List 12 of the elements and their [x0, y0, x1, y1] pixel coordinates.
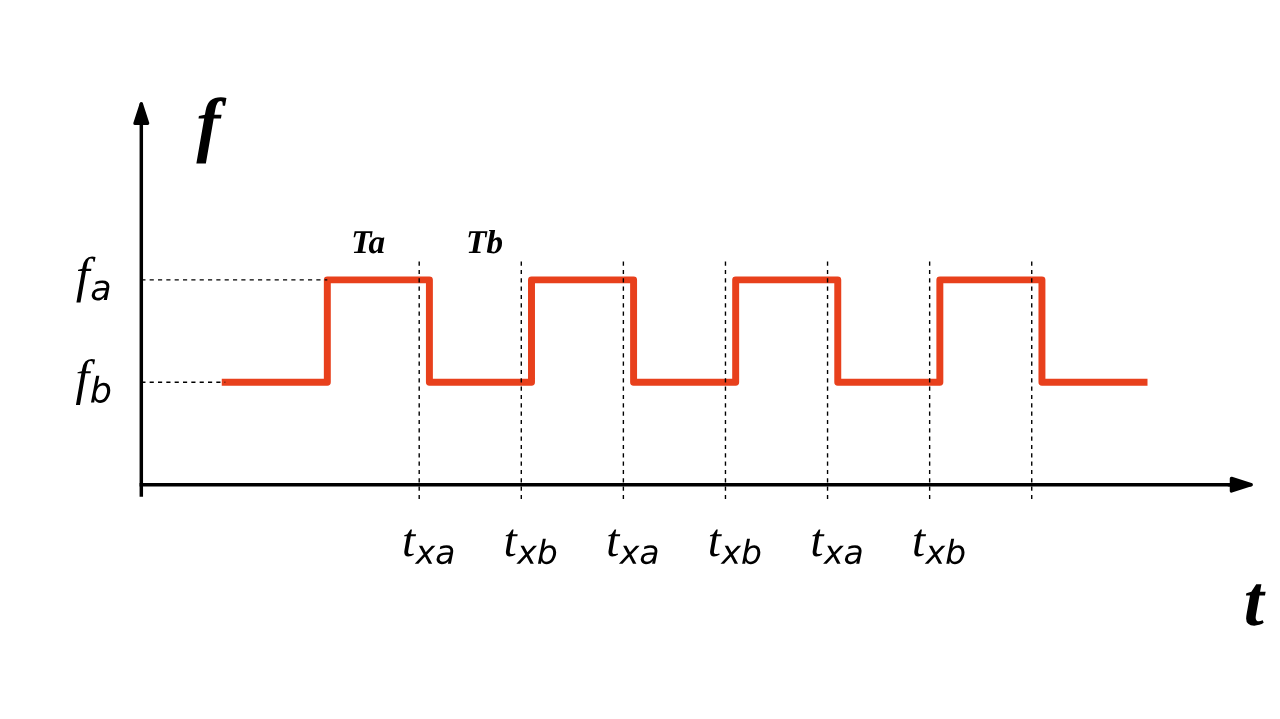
x-tick-label: t$_{xa}$	[608, 529, 658, 565]
x-axis-title: t	[1245, 584, 1266, 626]
ref-line-label: f$_{a}$	[76, 256, 110, 303]
ref-line-label: f$_{b}$	[75, 359, 111, 405]
text: Ta	[353, 231, 385, 254]
x-tick-label: t$_{xa}$	[404, 529, 454, 565]
x-tick-label: t$_{xb}$	[914, 529, 965, 565]
x-tick-label: t$_{xb}$	[709, 529, 761, 565]
y-axis-title: f	[196, 97, 227, 164]
x-tick-label: t$_{xb}$	[505, 529, 557, 565]
x-tick-label: t$_{xa}$	[812, 529, 862, 565]
text: Tb	[468, 229, 503, 254]
